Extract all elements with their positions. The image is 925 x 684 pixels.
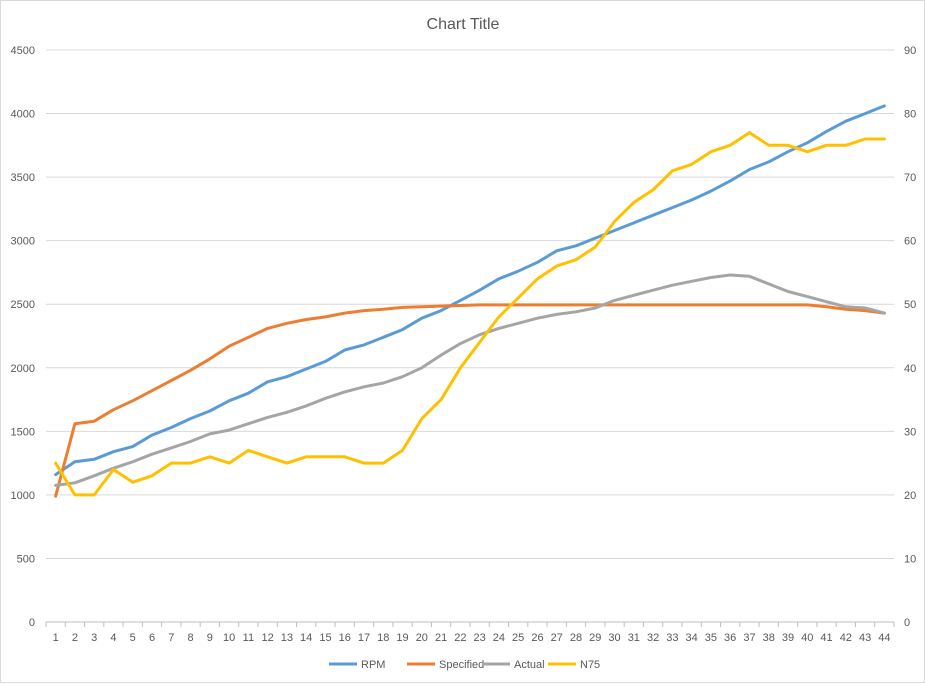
x-axis-tick-label: 38 [763, 632, 775, 644]
right-axis-tick-label: 40 [904, 363, 916, 375]
x-axis-tick-label: 5 [130, 632, 136, 644]
x-axis-tick-label: 22 [454, 632, 466, 644]
series-line-rpm [54, 104, 886, 477]
x-axis-tick-label: 18 [377, 632, 389, 644]
x-axis-tick-label: 19 [396, 632, 408, 644]
x-axis-tick-label: 44 [878, 632, 890, 644]
right-axis-tick-label: 30 [904, 426, 916, 438]
x-axis-tick-label: 40 [801, 632, 813, 644]
x-axis-tick-label: 33 [666, 632, 678, 644]
x-axis-tick-label: 15 [319, 632, 331, 644]
x-axis-tick-label: 26 [531, 632, 543, 644]
x-axis-tick-label: 31 [628, 632, 640, 644]
x-axis-tick-label: 32 [647, 632, 659, 644]
x-axis-tick-label: 21 [435, 632, 447, 644]
left-axis-tick-label: 0 [29, 617, 35, 629]
left-axis-tick-label: 4000 [11, 109, 35, 121]
right-axis-tick-label: 50 [904, 299, 916, 311]
right-axis: 0 10 20 30 40 50 60 70 80 90 [904, 45, 916, 629]
left-axis-tick-label: 3500 [11, 172, 35, 184]
x-axis-tick-label: 41 [820, 632, 832, 644]
x-axis-tick-label: 9 [207, 632, 213, 644]
x-axis-tick-label: 25 [512, 632, 524, 644]
left-axis-tick-label: 1000 [11, 490, 35, 502]
x-axis-tick-label: 16 [339, 632, 351, 644]
legend-label-rpm: RPM [361, 659, 385, 671]
x-axis-tick-label: 12 [262, 632, 274, 644]
left-axis: 0 500 1000 1500 2000 2500 3000 3500 4000 4500 [11, 45, 35, 629]
right-axis-tick-label: 10 [904, 553, 916, 565]
x-axis-tick-label: 29 [589, 632, 601, 644]
x-axis-tick-label: 1 [53, 632, 59, 644]
x-axis-tick-label: 43 [859, 632, 871, 644]
gridlines [46, 49, 894, 623]
right-axis-tick-label: 0 [904, 617, 910, 629]
x-axis-tick-label: 14 [300, 632, 312, 644]
x-axis-tick-label: 36 [724, 632, 736, 644]
x-axis-tick-label: 13 [281, 632, 293, 644]
x-axis-tick-label: 28 [570, 632, 582, 644]
left-axis-tick-label: 3000 [11, 236, 35, 248]
left-axis-tick-label: 1500 [11, 426, 35, 438]
right-axis-tick-label: 80 [904, 109, 916, 121]
x-axis-tick-label: 34 [686, 632, 698, 644]
x-axis-tick-label: 20 [416, 632, 428, 644]
x-axis-tick-label: 10 [223, 632, 235, 644]
x-axis-tick-label: 42 [840, 632, 852, 644]
x-axis-tick-label: 3 [91, 632, 97, 644]
x-axis-tick-label: 30 [608, 632, 620, 644]
x-axis-tick-label: 7 [168, 632, 174, 644]
x-axis-tick-label: 24 [493, 632, 505, 644]
x-axis-tick-label: 39 [782, 632, 794, 644]
x-axis-tick-label: 35 [705, 632, 717, 644]
legend: RPM Specified Actual N75 [329, 659, 600, 671]
legend-label-n75: N75 [580, 659, 600, 671]
x-axis-tick-label: 6 [149, 632, 155, 644]
right-axis-tick-label: 70 [904, 172, 916, 184]
legend-label-actual: Actual [514, 659, 545, 671]
right-axis-tick-label: 90 [904, 45, 916, 57]
x-axis-tick-label: 27 [551, 632, 563, 644]
x-axis: 1 2 3 4 5 6 7 8 9 10 11 12 13 14 15 16 17 18 19 20 21 22 23 24 2… [45, 622, 895, 644]
series-lines [54, 104, 886, 498]
x-axis-tick-label: 37 [743, 632, 755, 644]
chart-title: Chart Title [427, 16, 500, 33]
x-axis-tick-label: 2 [72, 632, 78, 644]
x-axis-tick-label: 8 [187, 632, 193, 644]
left-axis-tick-label: 4500 [11, 45, 35, 57]
x-axis-tick-label: 4 [110, 632, 116, 644]
right-axis-tick-label: 60 [904, 236, 916, 248]
x-axis-tick-label: 11 [243, 632, 254, 644]
x-axis-tick-label: 23 [474, 632, 486, 644]
series-line-actual [54, 273, 886, 487]
series-line-specified [54, 303, 886, 498]
x-axis-tick-label: 17 [358, 632, 370, 644]
series-line-n75 [54, 131, 886, 497]
right-axis-tick-label: 20 [904, 490, 916, 502]
legend-label-specified: Specified [439, 659, 484, 671]
left-axis-tick-label: 2000 [11, 363, 35, 375]
left-axis-tick-label: 500 [17, 553, 35, 565]
left-axis-tick-label: 2500 [11, 299, 35, 311]
